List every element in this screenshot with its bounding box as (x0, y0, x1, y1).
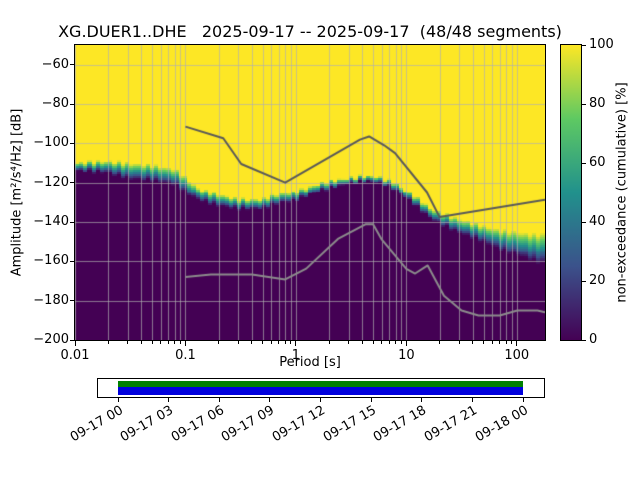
timeline-date-label: 09-17 12 (269, 403, 328, 446)
x-minor-tick-mark (395, 341, 397, 344)
timeline-tick-mark (168, 398, 170, 402)
timeline-date-label: 09-17 15 (320, 403, 379, 446)
y-tick-label: −100 (33, 135, 69, 151)
timeline-tick-mark (320, 398, 321, 402)
x-tick-label: 10 (398, 348, 415, 363)
timeline-date-label: 09-17 09 (219, 403, 278, 446)
timeline-tick-mark (471, 398, 473, 402)
x-minor-tick-mark (511, 341, 513, 344)
y-tick-mark (70, 103, 75, 105)
x-minor-tick-mark (381, 341, 383, 344)
x-minor-tick-mark (499, 341, 501, 344)
colorbar-tick-label: 100 (589, 37, 614, 52)
timeline-tick-mark (269, 398, 271, 402)
x-tick-label: 100 (504, 348, 530, 363)
colorbar-tick-mark (582, 221, 586, 223)
colorbar-gradient (561, 45, 581, 340)
x-minor-tick-mark (439, 341, 441, 344)
x-minor-tick-mark (458, 341, 460, 344)
timeline-date-label: 09-18 00 (472, 403, 531, 446)
colorbar-tick-label: 40 (589, 214, 606, 229)
x-axis-label: Period [s] (279, 355, 341, 370)
colorbar-tick-mark (582, 44, 586, 46)
y-tick-mark (70, 182, 75, 184)
x-minor-tick-mark (107, 341, 109, 344)
timeline-coverage-blue (118, 387, 523, 395)
y-tick-mark (70, 260, 75, 262)
x-minor-tick-mark (127, 341, 129, 344)
x-tick-mark (295, 341, 297, 346)
y-tick-label: −140 (33, 214, 69, 229)
x-minor-tick-mark (179, 341, 181, 344)
x-minor-tick-mark (483, 341, 485, 344)
colorbar (560, 44, 582, 341)
plot-title: XG.DUER1..DHE 2025-09-17 -- 2025-09-17 (… (58, 22, 562, 41)
timeline-date-label: 09-17 21 (421, 403, 480, 446)
x-minor-tick-mark (251, 341, 253, 344)
y-tick-label: −200 (33, 332, 69, 347)
y-tick-mark (70, 339, 75, 341)
y-tick-label: −80 (41, 96, 69, 111)
x-minor-tick-mark (328, 341, 330, 344)
x-tick-label: 0.1 (175, 348, 196, 363)
x-tick-mark (184, 341, 186, 346)
colorbar-tick-label: 80 (589, 96, 606, 111)
colorbar-tick-mark (582, 280, 586, 282)
x-minor-tick-mark (372, 341, 374, 344)
colorbar-tick-label: 20 (589, 273, 606, 288)
x-minor-tick-mark (270, 341, 272, 344)
x-minor-tick-mark (290, 341, 292, 344)
x-minor-tick-mark (400, 341, 402, 344)
x-tick-mark (516, 341, 518, 346)
y-tick-mark (70, 64, 75, 66)
colorbar-label: non-exceedance (cumulative) [%] (614, 82, 630, 303)
timeline-bar (97, 378, 545, 398)
x-minor-tick-mark (284, 341, 286, 344)
plot-area (74, 44, 546, 341)
x-minor-tick-mark (167, 341, 169, 344)
y-tick-mark (70, 300, 75, 302)
timeline-date-label: 09-17 00 (67, 403, 126, 446)
x-minor-tick-mark (262, 341, 264, 344)
timeline-tick-mark (117, 398, 119, 402)
x-minor-tick-mark (388, 341, 390, 344)
y-tick-mark (70, 221, 75, 223)
x-minor-tick-mark (348, 341, 350, 344)
y-tick-label: −120 (33, 174, 69, 190)
ppsd-heatmap-canvas (75, 45, 545, 340)
x-minor-tick-mark (237, 341, 239, 344)
x-minor-tick-mark (151, 341, 153, 344)
y-tick-label: −180 (33, 292, 69, 308)
x-minor-tick-mark (361, 341, 363, 344)
x-tick-label: 1 (291, 348, 301, 363)
timeline-tick-mark (218, 398, 220, 402)
timeline-date-label: 09-17 06 (168, 403, 227, 446)
colorbar-tick-mark (582, 103, 586, 105)
y-tick-mark (70, 142, 75, 144)
y-tick-label: −60 (41, 56, 69, 72)
colorbar-tick-mark (582, 339, 586, 341)
timeline-coverage-green (118, 381, 523, 387)
x-minor-tick-mark (491, 341, 493, 344)
x-tick-mark (405, 341, 407, 346)
x-minor-tick-mark (160, 341, 162, 344)
timeline-tick-mark (421, 398, 423, 402)
x-tick-label: 0.01 (60, 348, 90, 363)
x-minor-tick-mark (218, 341, 220, 344)
x-minor-tick-mark (472, 341, 474, 344)
colorbar-tick-mark (582, 162, 586, 164)
colorbar-tick-label: 0 (589, 332, 598, 347)
y-tick-label: −160 (33, 253, 69, 269)
x-minor-tick-mark (140, 341, 142, 344)
timeline-date-label: 09-17 03 (118, 403, 177, 446)
timeline-tick-mark (522, 398, 524, 402)
colorbar-tick-label: 60 (589, 155, 606, 170)
x-minor-tick-mark (278, 341, 280, 344)
x-tick-mark (74, 341, 76, 346)
x-minor-tick-mark (174, 341, 176, 344)
x-minor-tick-mark (505, 341, 507, 344)
timeline-tick-mark (370, 398, 372, 402)
timeline-date-label: 09-17 18 (371, 403, 430, 446)
